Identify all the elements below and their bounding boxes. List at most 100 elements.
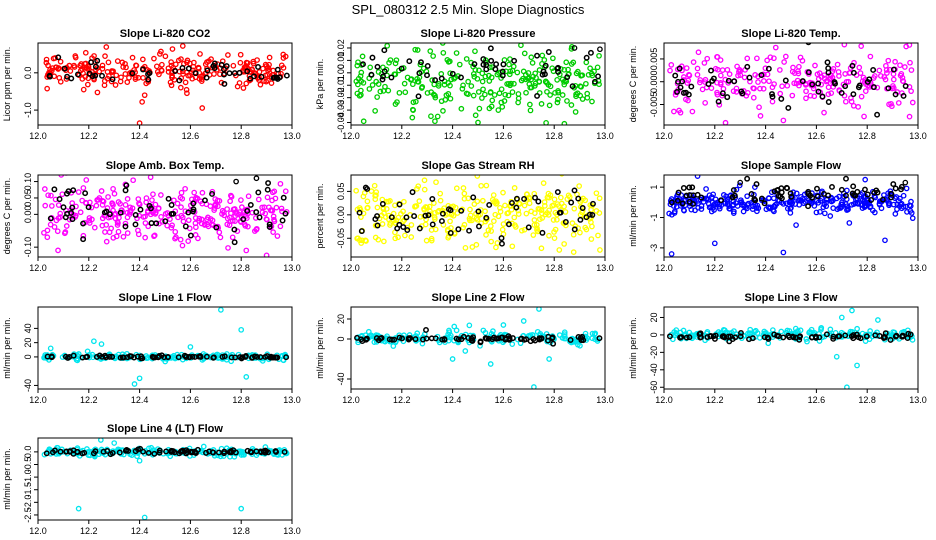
data-point [785,332,792,339]
data-point [753,181,760,188]
data-point [808,200,815,207]
data-point [738,88,745,95]
data-point [862,88,869,94]
data-point [702,99,709,106]
outlier-point [75,505,82,512]
x-tick-label: 12.2 [706,131,724,141]
data-point [199,189,206,196]
data-point [140,66,146,73]
data-point [812,333,819,340]
data-point [805,43,812,46]
data-point [278,205,285,212]
data-point [485,335,492,342]
data-point [818,326,824,333]
x-tick-label: 12.4 [131,263,149,273]
data-point [105,194,111,200]
data-points [43,43,290,125]
data-point [850,69,857,76]
data-point [476,67,482,74]
outlier-point [597,46,603,53]
outlier-point [561,120,568,125]
data-point [423,327,429,333]
y-tick-label: -0.04 [336,112,346,133]
data-point [694,65,701,72]
data-point [506,335,513,341]
data-point [561,81,568,88]
data-point [854,325,860,332]
data-point [115,228,122,235]
y-axis-label: kPa per min. [315,59,325,110]
scatter-panel: Slope Line 1 Flow ml/min per min. 12.0 12.2… [2,292,301,405]
data-point [360,193,367,200]
data-point [769,93,776,100]
data-point [893,332,900,339]
data-point [41,354,48,360]
y-tick-label: -1.5 [23,482,33,498]
data-point [483,232,489,238]
data-point [447,95,454,102]
data-point [823,331,830,338]
data-point [480,86,486,93]
data-point [685,97,691,104]
data-point [167,79,174,86]
data-point [505,221,512,228]
data-point [447,332,454,339]
data-point [152,209,159,216]
data-point [212,196,219,202]
data-point [482,73,489,80]
data-point [274,233,281,239]
data-point [746,330,753,336]
data-point [125,447,132,454]
data-point [501,98,508,104]
data-point [809,81,816,88]
data-point [769,91,775,97]
data-point [531,217,538,223]
data-point [392,60,399,67]
data-point [672,72,679,79]
data-point [427,48,434,55]
data-point [237,354,243,360]
data-point [381,238,387,245]
data-point [139,355,146,362]
data-point [820,204,827,211]
data-point [778,195,785,202]
data-point [438,71,445,77]
data-point [741,203,747,210]
data-point [62,229,69,235]
y-tick-label: 0.00 [336,206,346,224]
x-tick-label: 12.0 [29,526,47,536]
data-point [251,228,258,234]
data-point [890,76,897,83]
data-point [734,63,740,70]
data-point [683,65,690,71]
data-point [270,213,277,220]
data-point [815,88,822,95]
data-point [708,67,714,74]
data-point [410,99,417,106]
data-point [539,215,546,221]
y-tick-label: -0.005 [649,92,659,118]
data-point [70,187,77,194]
data-point [143,195,150,201]
data-point [835,69,842,75]
data-point [564,196,571,202]
data-point [471,73,478,80]
data-point [909,215,916,222]
data-point [170,210,177,217]
data-point [738,330,744,336]
data-point [572,109,579,115]
data-point [82,190,89,197]
data-point [359,53,366,60]
data-point [94,57,101,64]
data-point [451,323,458,330]
data-point [439,207,446,214]
data-point [445,234,452,241]
data-point [197,51,203,57]
data-point [409,189,416,196]
data-point [432,118,438,125]
data-point [366,86,373,92]
outlier-point [238,505,245,512]
outlier-point [882,237,888,244]
data-point [511,185,518,191]
data-point [834,61,841,68]
